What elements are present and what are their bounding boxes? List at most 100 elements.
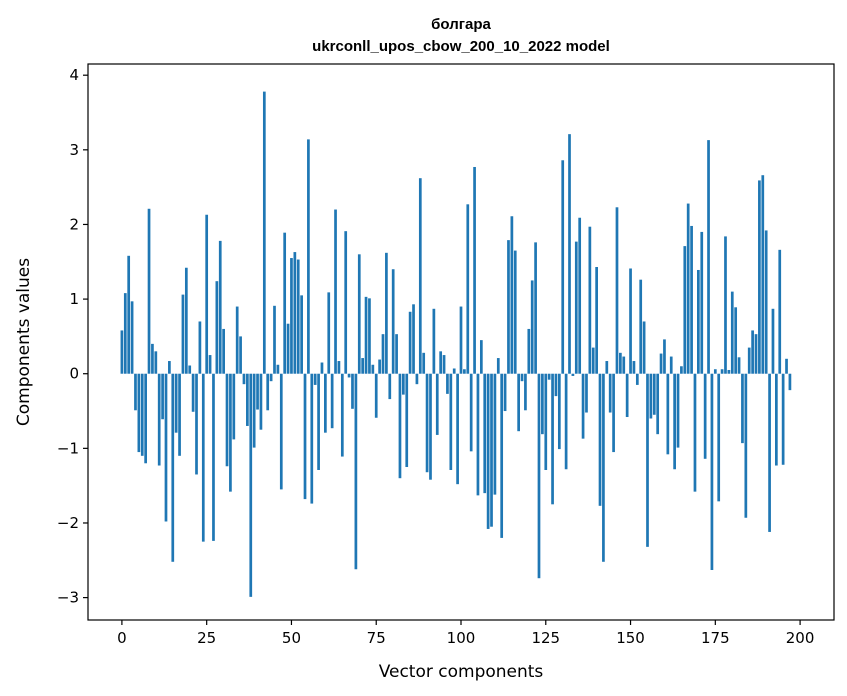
x-tick-label: 150 [616, 629, 645, 647]
bar-75 [374, 373, 378, 418]
bar-38 [249, 373, 253, 597]
bar-185 [747, 347, 751, 374]
bar-191 [768, 373, 771, 532]
bar-69 [354, 373, 358, 570]
bar-172 [703, 373, 707, 459]
bar-159 [659, 353, 663, 374]
bar-84 [405, 373, 409, 468]
bar-137 [585, 373, 588, 413]
bar-15 [171, 373, 175, 562]
bar-113 [503, 373, 507, 412]
bar-51 [293, 252, 297, 374]
bar-1 [123, 293, 127, 374]
y-tick-label: −3 [57, 589, 79, 607]
bar-9 [151, 343, 154, 374]
bar-157 [652, 373, 656, 415]
bar-128 [554, 373, 558, 397]
bar-136 [581, 373, 585, 439]
bar-65 [340, 373, 344, 457]
y-tick-label: 4 [69, 66, 79, 84]
bar-44 [269, 373, 273, 382]
bar-181 [734, 307, 738, 374]
bar-126 [547, 373, 551, 380]
bar-6 [140, 373, 144, 456]
bar-68 [351, 373, 354, 409]
bar-83 [402, 373, 405, 395]
x-tick-label: 100 [447, 629, 476, 647]
bar-94 [439, 351, 443, 374]
bar-132 [568, 134, 571, 374]
bar-82 [398, 373, 402, 479]
bar-52 [296, 259, 300, 374]
bar-125 [544, 373, 548, 470]
bar-89 [422, 352, 426, 374]
bar-192 [771, 308, 775, 374]
bar-104 [473, 166, 476, 374]
bar-8 [147, 208, 151, 374]
bar-142 [602, 373, 605, 562]
bar-49 [286, 323, 290, 374]
bar-88 [418, 178, 422, 374]
bar-7 [144, 373, 147, 464]
bar-193 [775, 373, 778, 466]
bar-41 [259, 373, 263, 430]
bar-2 [127, 255, 131, 374]
bar-17 [178, 373, 181, 456]
bar-32 [229, 373, 232, 492]
bar-149 [625, 373, 629, 418]
bar-174 [710, 373, 714, 570]
bar-79 [388, 373, 392, 400]
bar-163 [673, 373, 676, 470]
bar-112 [500, 373, 504, 538]
bar-146 [615, 207, 619, 374]
x-tick-label: 200 [786, 629, 815, 647]
bar-169 [693, 373, 697, 492]
bar-150 [629, 268, 632, 374]
bar-93 [435, 373, 439, 435]
bar-102 [466, 204, 470, 374]
bar-190 [764, 230, 768, 374]
bar-26 [208, 355, 212, 374]
x-tick-label: 125 [531, 629, 560, 647]
bar-105 [476, 373, 480, 496]
bar-175 [713, 369, 717, 374]
bar-133 [571, 373, 575, 376]
bar-20 [188, 365, 192, 374]
bars-group [120, 91, 792, 597]
bar-162 [669, 356, 673, 374]
y-tick-label: 0 [69, 365, 79, 383]
y-tick-label: −2 [57, 514, 79, 532]
bar-177 [720, 369, 724, 374]
bar-100 [459, 306, 463, 374]
bar-67 [347, 373, 351, 378]
bar-158 [656, 373, 660, 435]
bar-50 [290, 258, 293, 374]
bar-155 [646, 373, 649, 547]
bar-53 [300, 295, 303, 374]
bar-61 [327, 292, 331, 374]
bar-189 [761, 175, 765, 374]
bar-160 [663, 339, 666, 374]
bar-60 [324, 373, 327, 433]
bar-97 [449, 373, 453, 470]
bar-127 [551, 373, 554, 505]
x-tick-label: 0 [117, 629, 127, 647]
bar-87 [415, 373, 419, 385]
bar-55 [307, 139, 310, 374]
bar-123 [537, 373, 541, 579]
bar-81 [395, 334, 398, 374]
bar-13 [164, 373, 168, 522]
bar-130 [561, 160, 565, 374]
bar-34 [235, 306, 239, 374]
chart-subtitle: ukrconll_upos_cbow_200_10_2022 model [312, 38, 610, 55]
bar-3 [130, 301, 134, 374]
bar-171 [700, 231, 704, 374]
bar-106 [479, 340, 483, 374]
bar-71 [361, 358, 365, 374]
y-tick-label: 1 [69, 290, 79, 308]
bar-165 [680, 366, 683, 374]
bar-58 [317, 373, 320, 470]
bar-101 [463, 369, 466, 374]
bar-30 [222, 328, 225, 374]
bar-80 [391, 269, 395, 374]
